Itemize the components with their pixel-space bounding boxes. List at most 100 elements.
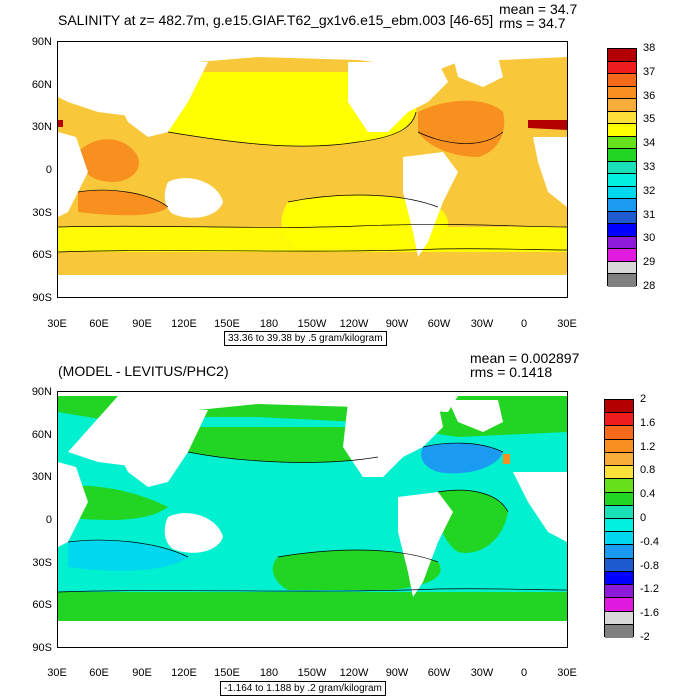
bottom-contour-info: -1.164 to 1.188 by .2 gram/kilogram [220,681,386,696]
bottom-xlabel-4: 150E [214,667,240,679]
top-fresh-southern-band [58,227,567,252]
bottom-colorbar-swatch [605,413,633,427]
bottom-colorbar-swatch [605,400,633,414]
top-colorbar-swatch [608,186,636,200]
bottom-colorbar-swatch [605,439,633,453]
bottom-land-south-america [398,492,453,597]
bottom-colorbar [604,399,634,638]
bottom-xlabel-7: 120W [339,667,369,679]
top-colorbar-swatch [608,74,636,87]
bottom-land-asia-block [118,410,208,487]
top-colorbar-swatch [608,161,636,175]
top-xlabel-8: 90W [385,318,409,330]
bottom-colorbar-swatch [605,466,633,480]
bottom-colorbar-label: -0.4 [640,535,659,548]
top-colorbar-swatch [608,211,636,225]
bottom-colorbar-swatch [605,426,633,440]
top-ylabel-60n: 60N [31,79,52,91]
top-colorbar-swatches [608,49,636,287]
bottom-colorbar-swatches [605,400,633,638]
bottom-map-title: (MODEL - LEVITUS/PHC2) [58,363,229,379]
bottom-xlabel-12: 30E [557,667,577,679]
bottom-contour-4 [422,442,504,453]
top-salty-atlantic [418,100,505,157]
bottom-colorbar-swatch [605,558,633,572]
top-xlabel-1: 60E [89,318,109,330]
top-contour-5 [417,131,504,144]
top-ylabel-60s: 60S [32,249,52,261]
bottom-xlabel-6: 150W [297,667,327,679]
bottom-land-antarctica [58,621,567,647]
top-xlabel-3: 120E [171,318,197,330]
bottom-land-australia [164,513,223,553]
top-colorbar-swatch [608,136,636,150]
bottom-ylabel-90n: 90N [31,386,52,398]
bottom-ylabel-90s: 90S [32,642,52,654]
top-colorbar-label: 28 [643,280,656,292]
top-xlabel-0: 30E [47,318,67,330]
bottom-colorbar-label: 0.8 [640,464,656,477]
bottom-neg-gulfstream [421,443,503,474]
top-contour-1 [167,111,417,147]
bottom-pos-atlantic [436,490,508,553]
top-xlabel-11: 0 [520,318,528,330]
top-land-north-america [348,62,448,132]
top-colorbar-label: 36 [643,89,656,102]
top-land-antarctica [58,275,567,297]
top-colorbar-swatch [608,224,636,237]
top-contour-6 [77,189,169,208]
bottom-colorbar-label: -1.6 [640,607,659,620]
top-colorbar-swatch [608,274,636,287]
bottom-ylabel-60n: 60N [31,429,52,441]
bottom-colorbar-label: 1.6 [640,416,656,429]
bottom-colorbar-label: -1.2 [640,583,659,596]
bottom-xlabel-10: 30W [470,667,494,679]
bottom-ylabel-30s: 30S [32,557,52,569]
bottom-xlabel-2: 90E [132,667,152,679]
top-max-red [58,120,63,127]
top-colorbar-swatch [608,261,636,275]
top-colorbar [607,48,637,287]
bottom-xlabel-0: 30E [47,667,67,679]
top-land-asia-block [118,62,208,137]
top-ylabel-90n: 90N [31,36,52,48]
top-colorbar-swatch [608,61,636,75]
bottom-land-africa [58,462,88,547]
bottom-pos-southern [58,592,567,621]
top-xlabel-7: 120W [339,318,369,330]
bottom-land-greenland [448,400,503,432]
bottom-contour-6 [437,489,509,513]
bottom-rms-value: rms = 0.1418 [470,364,553,380]
bottom-colorbar-swatch [605,479,633,493]
bottom-neg-indian [68,540,188,571]
top-colorbar-label: 35 [643,113,656,126]
bottom-pos-south-pacific [272,550,441,590]
top-xlabel-5: 180 [259,318,279,330]
bottom-colorbar-label: -2 [640,631,650,643]
top-ylabel-90s: 90S [32,292,52,304]
top-land-africa [58,132,88,217]
bottom-colorbar-swatch [605,571,633,586]
bottom-mean-value: mean = 0.002897 [470,350,580,366]
bottom-ylabel-0: 0 [45,514,52,526]
bottom-colorbar-swatch [605,598,633,612]
bottom-xlabel-5: 180 [259,667,279,679]
top-colorbar-swatch [608,174,636,187]
top-rms-value: rms = 34.7 [499,15,566,31]
bottom-xlabel-8: 90W [385,667,409,679]
bottom-colorbar-swatch [605,452,633,467]
bottom-colorbar-swatch [605,624,633,638]
bottom-contour-1 [58,588,567,593]
top-ylabel-0: 0 [45,164,52,176]
top-land-africa-east [533,137,567,207]
top-xlabel-9: 60W [427,318,451,330]
bottom-colorbar-swatch [605,545,633,559]
top-xlabel-10: 30W [470,318,494,330]
bottom-xlabel-1: 60E [89,667,109,679]
top-colorbar-label: 30 [643,232,656,245]
top-colorbar-swatch [608,249,636,262]
top-xlabel-12: 30E [557,318,577,330]
top-salinity-map [58,50,567,297]
bottom-ylabel-30n: 30N [31,471,52,483]
bottom-colorbar-label: 2 [640,393,647,405]
